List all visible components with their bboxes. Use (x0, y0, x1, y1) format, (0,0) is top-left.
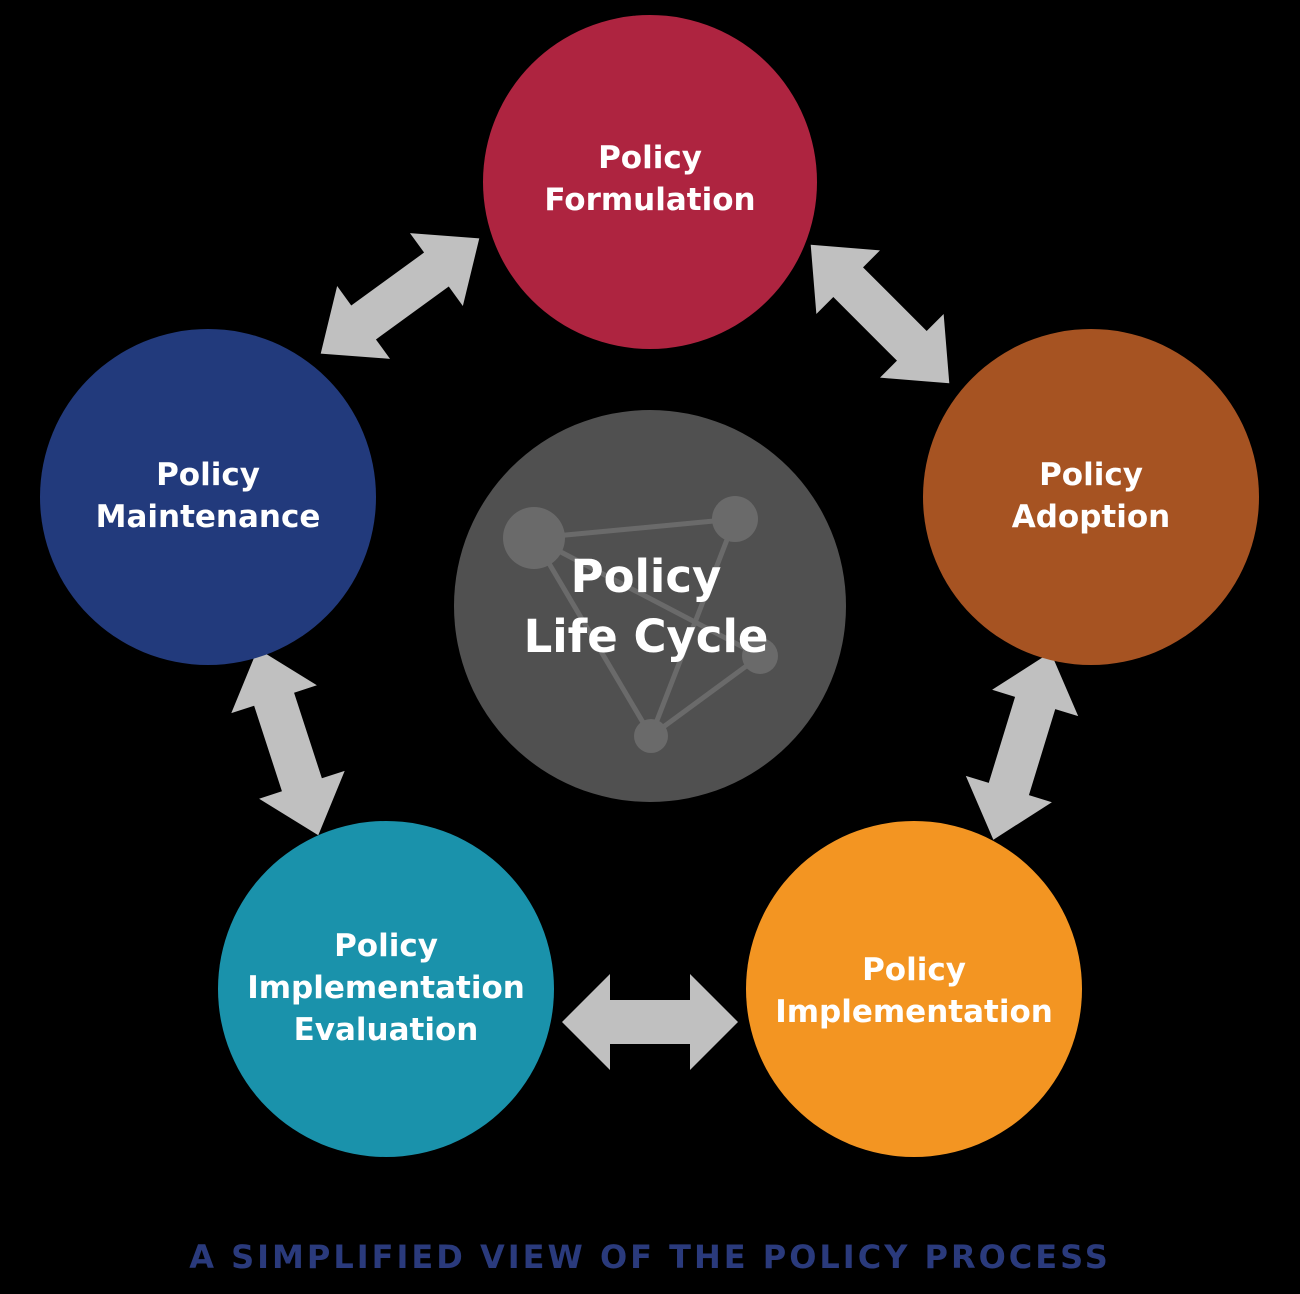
center-title-line1: Policy (571, 550, 722, 603)
adoption-label-line1: Policy (1039, 457, 1143, 493)
network-icon (503, 496, 778, 753)
implementation-label-line1: Policy (862, 952, 966, 988)
evaluation-label-line1: Policy (334, 928, 438, 964)
evaluation-label-line3: Evaluation (294, 1012, 479, 1048)
arrow-evaluation-maintenance (231, 648, 345, 836)
formulation-label-line2: Formulation (544, 182, 755, 218)
formulation-label-line1: Policy (598, 140, 702, 176)
evaluation-label-line2: Implementation (247, 970, 525, 1006)
maintenance-label-line2: Maintenance (96, 499, 321, 535)
cycle-arrows (231, 233, 1079, 1070)
adoption-label-line2: Adoption (1012, 499, 1170, 535)
arrow-formulation-adoption (810, 244, 950, 384)
adoption-circle (923, 329, 1259, 665)
maintenance-label-line1: Policy (156, 457, 260, 493)
arrow-adoption-implementation (965, 652, 1079, 840)
center-title-line2: Life Cycle (524, 610, 769, 663)
node-evaluation: Policy Implementation Evaluation (218, 821, 554, 1157)
implementation-label-line2: Implementation (775, 994, 1053, 1030)
implementation-circle (746, 821, 1082, 1157)
diagram-caption: A SIMPLIFIED VIEW OF THE POLICY PROCESS (189, 1238, 1111, 1276)
node-formulation: Policy Formulation (483, 15, 817, 349)
node-adoption: Policy Adoption (923, 329, 1259, 665)
node-implementation: Policy Implementation (746, 821, 1082, 1157)
center-node: Policy Life Cycle (454, 410, 846, 802)
node-maintenance: Policy Maintenance (40, 329, 376, 665)
arrow-implementation-evaluation (562, 974, 738, 1070)
maintenance-circle (40, 329, 376, 665)
evaluation-circle (218, 821, 554, 1157)
arrow-maintenance-formulation (320, 233, 480, 359)
formulation-circle (483, 15, 817, 349)
